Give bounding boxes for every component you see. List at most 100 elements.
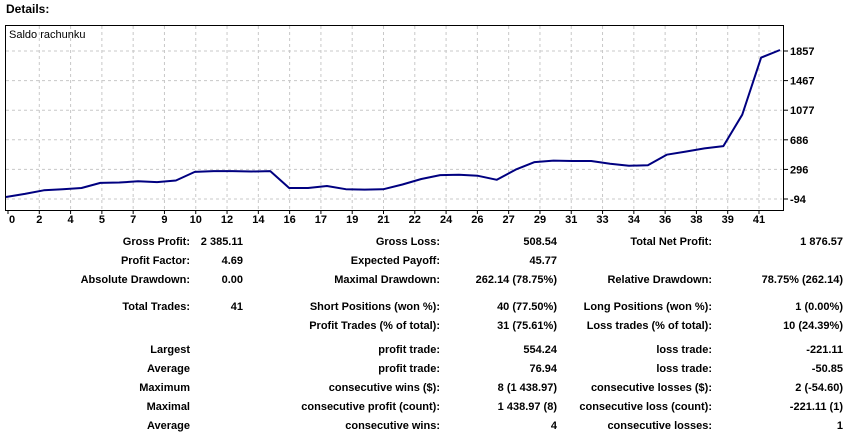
stat-value: 10 (24.39%) [783,320,843,332]
x-axis-tick-label: 9 [161,214,167,226]
x-axis-tick-label: 2 [36,214,42,226]
stats-row: Average profit trade: 76.94 loss trade: -50.… [0,360,848,379]
stat-label: Gross Profit: [122,236,190,248]
stat-value [190,317,243,336]
x-axis-tick-label: 31 [565,214,577,226]
stat-label [557,252,712,271]
stat-value: 40 (77.50%) [497,301,557,313]
x-axis-tick-label: 19 [346,214,358,226]
stat-label: consecutive losses ($): [590,382,712,394]
stat-label: Maximal Drawdown: [334,274,440,286]
x-axis-tick-label: 36 [659,214,671,226]
stats-row: Profit Factor: 4.69 Expected Payoff: 45.77 [0,252,848,271]
x-axis-tick-label: 33 [596,214,608,226]
x-axis-tick-label: 26 [471,214,483,226]
x-axis-tick-label: 34 [628,214,641,226]
stat-value: 4 [550,420,557,432]
plot-border [5,25,784,211]
stats-row: Profit Trades (% of total): 31 (75.61%) Lo… [0,317,848,336]
stat-value: -221.11 (1) [789,401,843,413]
stat-value: 78.75% (262.14) [761,274,843,286]
balance-line [5,49,781,198]
x-axis-tick-label: 5 [99,214,105,226]
x-axis-tick-label: 10 [190,214,202,226]
y-axis-tick-label: -94 [790,194,807,206]
stat-value [190,341,243,360]
stat-value: 508.54 [523,236,557,248]
y-axis-tick-label: 1467 [790,76,814,88]
stat-label: consecutive losses: [607,420,712,432]
stat-label: consecutive profit (count): [301,401,440,413]
stat-value: 2 (-54.60) [795,382,843,394]
stat-label: Average [146,420,190,432]
stat-label: loss trade: [656,344,712,356]
stat-value: 1 (0.00%) [795,301,843,313]
stat-label [0,317,190,336]
x-axis-tick-label: 0 [9,214,15,226]
stat-label: Maximal [146,401,190,413]
stat-value: 1 [836,420,843,432]
stat-value: -221.11 [806,344,843,356]
x-axis-tick-label: 14 [252,214,265,226]
x-axis-tick-label: 21 [377,214,389,226]
x-axis-tick-label: 22 [409,214,421,226]
x-axis-tick-label: 17 [315,214,327,226]
x-axis-tick-label: 39 [722,214,734,226]
stats-row: Total Trades: 41 Short Positions (won %): 4… [0,298,848,317]
stat-label: Average [146,363,190,375]
y-axis-tick-label: 296 [790,164,808,176]
stat-label: profit trade: [378,344,440,356]
stat-label: Maximum [139,382,190,394]
stat-label: Largest [150,344,190,356]
stat-label: profit trade: [378,363,440,375]
x-axis-tick-label: 41 [753,214,765,226]
stat-value: 45.77 [529,255,557,267]
stats-row: Absolute Drawdown: 0.00 Maximal Drawdown: 2… [0,271,848,290]
stats-row: Maximum consecutive wins ($): 8 (1 438.97)… [0,379,848,398]
stat-value [712,252,843,271]
stat-label: Loss trades (% of total): [586,320,712,332]
y-axis-tick-label: 1077 [790,105,814,117]
stat-label: Long Positions (won %): [583,301,712,313]
stats-row: Average consecutive wins: 4 consecutive los… [0,417,848,436]
stat-value: 31 (75.61%) [497,320,557,332]
stat-label: Profit Factor: [120,255,190,267]
stat-label: Total Trades: [122,301,190,313]
stats-row: Largest profit trade: 554.24 loss trade: -22… [0,341,848,360]
page-title: Details: [6,2,50,16]
stat-value: 8 (1 438.97) [497,382,557,394]
stat-label: consecutive wins: [345,420,440,432]
stat-value: 1 876.57 [800,236,843,248]
stats-row: Maximal consecutive profit (count): 1 438.… [0,398,848,417]
x-axis-tick-label: 7 [130,214,136,226]
x-axis-tick-label: 29 [534,214,546,226]
y-axis-tick-label: 1857 [790,46,814,58]
stat-value: 1 438.97 (8) [497,401,557,413]
y-axis-tick-label: 686 [790,135,808,147]
stat-value: 0.00 [221,274,243,286]
stat-label: Profit Trades (% of total): [309,320,440,332]
stat-value: 262.14 (78.75%) [475,274,557,286]
stat-value: 41 [230,301,243,313]
stat-label: Relative Drawdown: [607,274,712,286]
stat-label: Total Net Profit: [630,236,712,248]
stats-table: Gross Profit: 2 385.11 Gross Loss: 508.54 To… [0,233,848,436]
stat-value: 554.24 [523,344,557,356]
stat-value [190,398,243,417]
stat-value [190,360,243,379]
stats-row: Gross Profit: 2 385.11 Gross Loss: 508.54 To… [0,233,848,252]
x-axis-tick-label: 16 [284,214,296,226]
stat-label: loss trade: [656,363,712,375]
stat-label: consecutive loss (count): [579,401,712,413]
stat-value [190,379,243,398]
stat-label: Gross Loss: [375,236,440,248]
stat-label: Absolute Drawdown: [80,274,190,286]
stat-value [190,417,243,436]
x-axis-tick-label: 27 [503,214,515,226]
stat-label: consecutive wins ($): [328,382,440,394]
chart-title: Saldo rachunku [9,29,85,41]
stat-value: -50.85 [811,363,843,375]
x-axis-tick-label: 12 [221,214,233,226]
